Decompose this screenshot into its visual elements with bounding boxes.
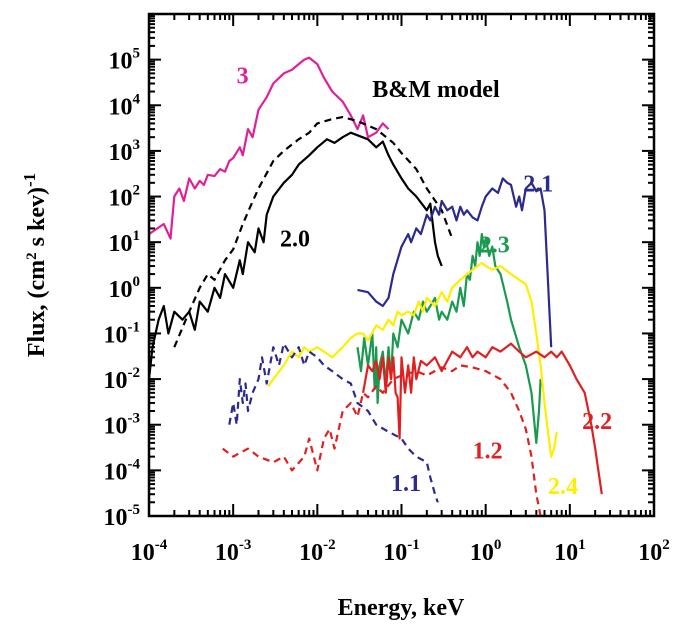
y-tick-label: 10-2 [104, 365, 141, 394]
series-line-7 [228, 342, 439, 503]
annotation-label: B&M model [372, 77, 500, 103]
x-tick-label: 10-1 [383, 537, 420, 566]
y-tick-label: 101 [109, 228, 141, 257]
y-tick-label: 10-5 [104, 502, 141, 531]
annotation-label: 2.3 [480, 232, 510, 258]
annotation-label: 2.2 [582, 409, 612, 435]
x-tick-label: 10-3 [215, 537, 252, 566]
series-line-3 [357, 177, 553, 348]
y-axis-label-main: Flux, (cm [24, 260, 50, 357]
annotation-label: 3 [237, 63, 249, 89]
series-line-6 [362, 342, 603, 495]
x-tick-label: 10-4 [131, 537, 168, 566]
x-tick-label: 101 [554, 537, 586, 566]
y-tick-label: 102 [109, 183, 141, 212]
series-line-2 [147, 131, 443, 380]
x-axis-label: Energy, keV [338, 595, 465, 621]
x-tick-label: 102 [638, 537, 670, 566]
y-axis-label-sup: 2 [24, 252, 40, 260]
annotation-label: 2.1 [523, 171, 553, 197]
y-tick-label: 10-4 [104, 456, 141, 485]
y-axis-label-rest: s kev) [24, 187, 50, 252]
annotation-label: 2.0 [280, 227, 310, 253]
series-annotations: 3 B&M model 2.0 2.1 2.3 2.4 2.2 1.1 1.2 [237, 63, 612, 500]
series-line-0 [148, 56, 390, 240]
x-tick-label: 100 [470, 537, 502, 566]
y-tick-label: 105 [109, 46, 141, 75]
series-line-5 [267, 261, 558, 458]
plot-series [147, 56, 603, 517]
series-line-8 [222, 364, 542, 517]
tick-labels: 10-4 10-3 10-2 10-1 100 101 102 10-5 10-4 10-3 10-… [104, 46, 670, 566]
annotation-label: 1.1 [391, 471, 421, 497]
x-tick-label: 10-2 [299, 537, 336, 566]
y-tick-label: 100 [109, 274, 141, 303]
y-tick-label: 10-3 [104, 411, 141, 440]
annotation-label: 2.4 [548, 474, 578, 500]
y-tick-label: 10-1 [104, 319, 141, 348]
series-line-4 [356, 233, 542, 444]
y-tick-label: 104 [109, 91, 141, 120]
annotation-label: 1.2 [473, 439, 503, 465]
y-tick-label: 103 [109, 137, 141, 166]
axis-ticks [148, 14, 654, 517]
y-axis-label-exp: -1 [20, 173, 39, 187]
y-axis-label: Flux, (cm2 s kev)-1 [20, 173, 51, 357]
series-line-1 [173, 116, 454, 348]
